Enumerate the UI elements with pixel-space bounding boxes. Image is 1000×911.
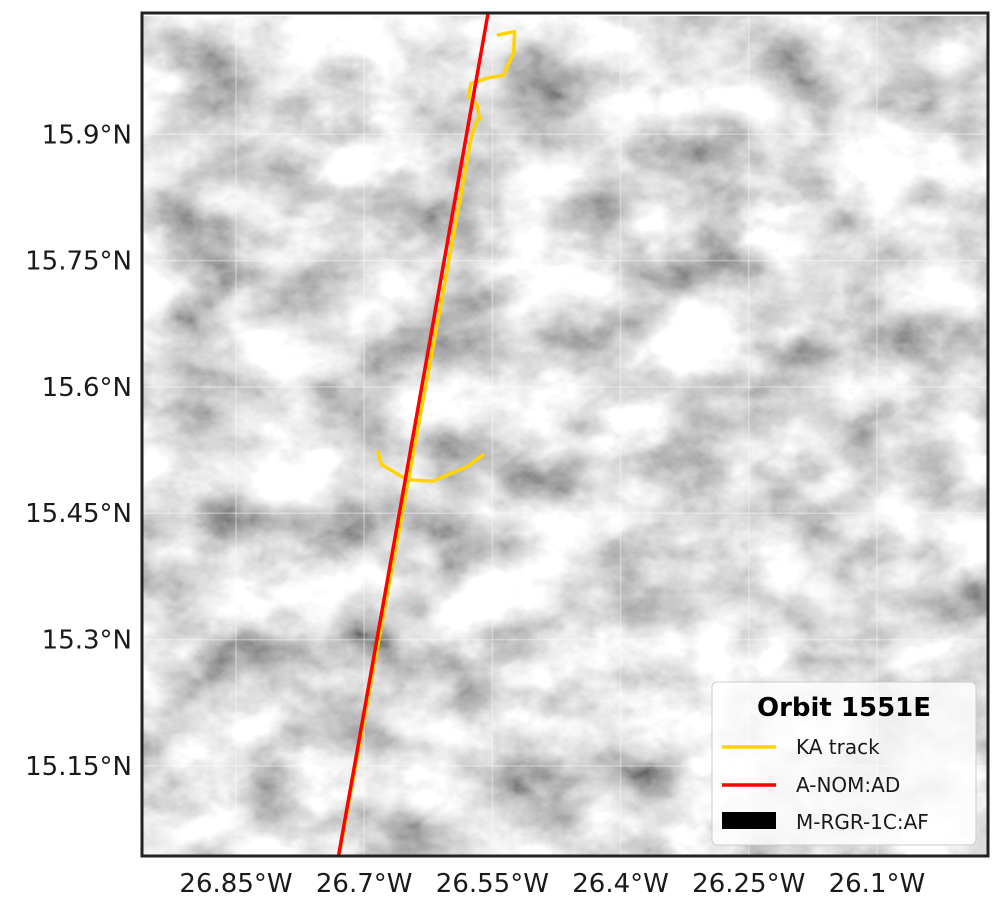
a-nom-ad-track bbox=[336, 13, 490, 856]
x-tick-label-3: 26.4°W bbox=[572, 869, 669, 899]
legend-box bbox=[711, 681, 977, 846]
ka-track-segment-0 bbox=[466, 29, 517, 121]
legend-swatch-m-rgr bbox=[722, 812, 776, 829]
y-tick-label-3: 15.45°N bbox=[25, 499, 132, 529]
ka-track-segment-1 bbox=[337, 118, 479, 856]
y-tick-label-2: 15.6°N bbox=[42, 373, 132, 403]
plot-frame bbox=[140, 11, 990, 858]
x-tick-label-5: 26.1°W bbox=[829, 869, 926, 899]
legend-label-m-rgr: M-RGR-1C:AF bbox=[796, 810, 929, 834]
y-tick-label-0: 15.9°N bbox=[42, 120, 132, 150]
y-tick-label-4: 15.3°N bbox=[42, 626, 132, 656]
x-tick-label-2: 26.55°W bbox=[436, 869, 549, 899]
x-tick-label-1: 26.7°W bbox=[316, 869, 413, 899]
legend-label-a-nom: A-NOM:AD bbox=[796, 773, 900, 797]
y-tick-label-5: 15.15°N bbox=[25, 752, 132, 782]
legend: Orbit 1551E KA track A-NOM:AD M-RGR-1C:A… bbox=[711, 681, 977, 846]
track-layer bbox=[336, 13, 517, 856]
x-tick-label-4: 26.25°W bbox=[692, 869, 805, 899]
y-axis-ticks: 15.9°N 15.75°N 15.6°N 15.45°N 15.3°N 15.15°N bbox=[25, 120, 132, 782]
y-tick-label-1: 15.75°N bbox=[25, 247, 132, 277]
x-tick-label-0: 26.85°W bbox=[179, 869, 292, 899]
x-axis-ticks: 26.85°W 26.7°W 26.55°W 26.4°W 26.25°W 26.1°W bbox=[179, 869, 925, 899]
satellite-image-clouds bbox=[142, 16, 988, 856]
legend-title: Orbit 1551E bbox=[757, 693, 931, 723]
ka-track-segment-2 bbox=[376, 450, 485, 483]
legend-label-ka-track: KA track bbox=[796, 735, 880, 759]
